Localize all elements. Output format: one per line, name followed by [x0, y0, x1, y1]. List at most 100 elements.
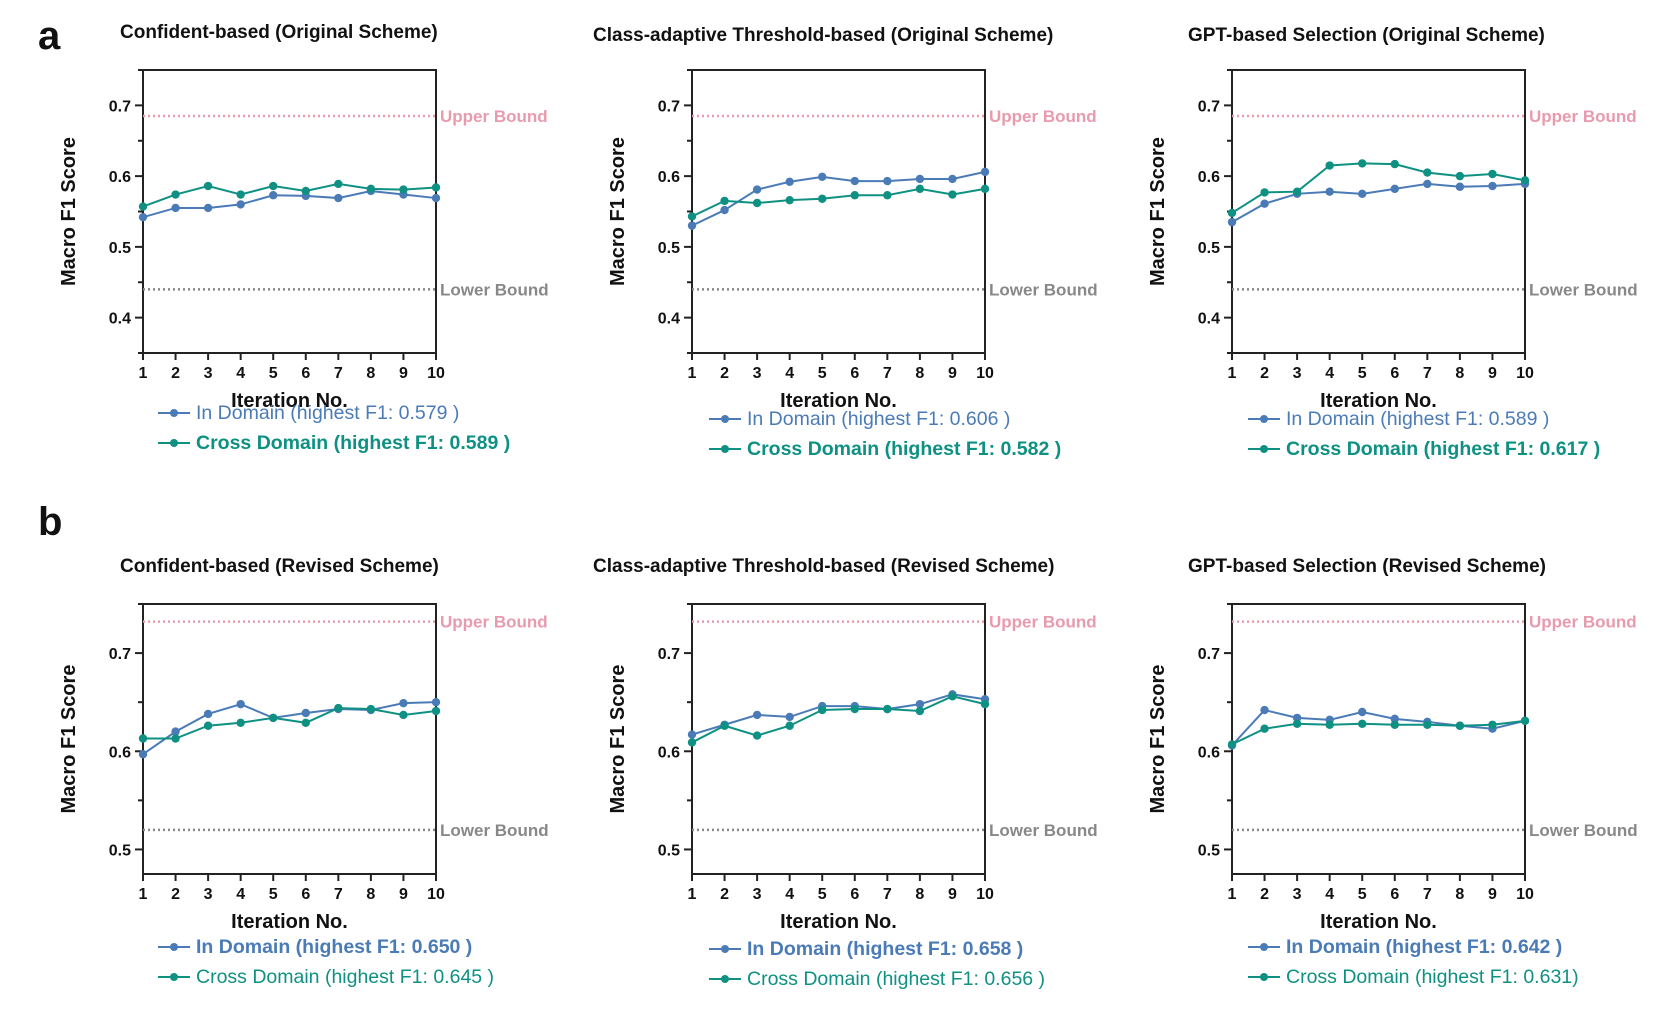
y-tick-label: 0.7 [1198, 646, 1220, 663]
data-point-in-domain [1325, 187, 1334, 196]
data-point-in-domain [1292, 713, 1302, 723]
data-point-in-domain [883, 176, 892, 186]
legend-marker-icon [709, 413, 741, 425]
data-point-cross-domain [1325, 720, 1334, 729]
x-tick-label: 7 [334, 886, 343, 903]
data-point-in-domain [818, 172, 827, 182]
plot-frame [1231, 603, 1526, 875]
x-axis-label: Iteration No. [231, 911, 348, 933]
data-point-in-domain [1325, 715, 1334, 725]
data-point-cross-domain [1488, 720, 1497, 729]
series-line-in-domain [142, 701, 437, 756]
x-tick-label: 10 [1516, 886, 1534, 903]
upper-bound-label: Upper Bound [440, 107, 548, 126]
legend-marker-icon [158, 407, 190, 419]
data-point-cross-domain [818, 705, 827, 715]
data-point-in-domain [818, 701, 827, 711]
data-point-in-domain [915, 699, 925, 709]
data-point-cross-domain [171, 734, 180, 743]
data-point-in-domain [1358, 707, 1367, 717]
y-tick-label: 0.5 [1198, 842, 1220, 859]
data-point-cross-domain [1260, 188, 1269, 197]
y-tick-label: 0.5 [658, 240, 680, 257]
data-point-cross-domain [334, 179, 343, 189]
data-point-cross-domain [785, 195, 794, 205]
data-point-cross-domain [1390, 720, 1399, 729]
y-tick-label: 0.5 [109, 842, 131, 859]
data-point-in-domain [269, 191, 278, 200]
legend-marker-icon [709, 973, 741, 985]
x-tick-label: 6 [301, 365, 310, 382]
data-point-in-domain [980, 167, 990, 177]
chart-legend: In Domain (highest F1: 0.658 ) Cross Dom… [709, 934, 1045, 994]
data-point-in-domain [171, 203, 180, 213]
upper-bound-label: Upper Bound [440, 613, 548, 632]
plot-frame [691, 603, 986, 875]
data-point-cross-domain [1292, 187, 1302, 196]
upper-bound-label: Upper Bound [989, 107, 1097, 126]
data-point-cross-domain [687, 738, 697, 747]
legend-label: In Domain (highest F1: 0.658 ) [747, 937, 1024, 960]
data-point-cross-domain [1455, 721, 1465, 730]
data-point-cross-domain [1488, 169, 1497, 179]
data-point-cross-domain [171, 190, 180, 199]
legend-marker-icon [1248, 971, 1280, 983]
x-tick-label: 5 [269, 365, 278, 382]
legend-item-cross-domain: Cross Domain (highest F1: 0.645 ) [158, 962, 494, 992]
lower-bound-label: Lower Bound [1529, 821, 1638, 840]
data-point-cross-domain [720, 196, 729, 206]
x-tick-label: 3 [1293, 365, 1302, 382]
data-point-in-domain [1423, 179, 1432, 189]
legend-label: Cross Domain (highest F1: 0.589 ) [196, 431, 511, 454]
data-point-in-domain [1520, 716, 1530, 726]
x-tick-label: 4 [1325, 365, 1334, 382]
x-tick-label: 1 [139, 365, 148, 382]
legend-label: Cross Domain (highest F1: 0.645 ) [196, 965, 495, 988]
series-line-in-domain [1231, 708, 1526, 747]
data-point-in-domain [883, 704, 892, 714]
data-point-cross-domain [269, 181, 278, 191]
x-tick-label: 8 [366, 886, 375, 903]
x-tick-label: 4 [785, 365, 794, 382]
data-point-in-domain [431, 193, 441, 203]
upper-bound-label: Upper Bound [989, 613, 1097, 632]
x-tick-label: 1 [1228, 886, 1237, 903]
data-point-in-domain [1390, 184, 1399, 194]
x-tick-label: 1 [139, 886, 148, 903]
data-point-cross-domain [752, 198, 762, 208]
plot-frame [1231, 69, 1526, 354]
data-point-in-domain [1455, 182, 1465, 191]
chart-legend: In Domain (highest F1: 0.642 ) Cross Dom… [1248, 932, 1579, 992]
data-point-cross-domain [948, 190, 957, 199]
data-point-in-domain [366, 705, 376, 715]
x-tick-label: 9 [1488, 365, 1497, 382]
x-tick-label: 6 [850, 886, 859, 903]
series-line-cross-domain [1231, 719, 1526, 746]
data-point-in-domain [1488, 724, 1497, 733]
chart-title: Confident-based (Original Scheme) [120, 22, 438, 43]
data-point-cross-domain [138, 734, 148, 743]
x-tick-label: 1 [688, 886, 697, 903]
legend-label: In Domain (highest F1: 0.589 ) [1286, 407, 1550, 430]
y-axis-label: Macro F1 Score [58, 665, 80, 814]
panel-label-a: a [38, 14, 61, 58]
x-tick-label: 2 [171, 365, 180, 382]
y-tick-label: 0.6 [1198, 744, 1220, 761]
x-tick-label: 8 [915, 365, 924, 382]
data-point-in-domain [850, 176, 859, 186]
x-tick-label: 2 [720, 365, 729, 382]
legend-item-cross-domain: Cross Domain (highest F1: 0.631) [1248, 962, 1579, 992]
data-point-in-domain [334, 704, 343, 714]
legend-marker-icon [1248, 941, 1280, 953]
x-tick-label: 9 [399, 365, 408, 382]
x-tick-label: 3 [1293, 886, 1302, 903]
data-point-in-domain [138, 212, 148, 222]
data-point-cross-domain [366, 184, 376, 194]
x-tick-label: 1 [1228, 365, 1237, 382]
lower-bound-label: Lower Bound [989, 280, 1098, 299]
series-line-in-domain [691, 170, 986, 227]
x-tick-label: 5 [1358, 886, 1367, 903]
